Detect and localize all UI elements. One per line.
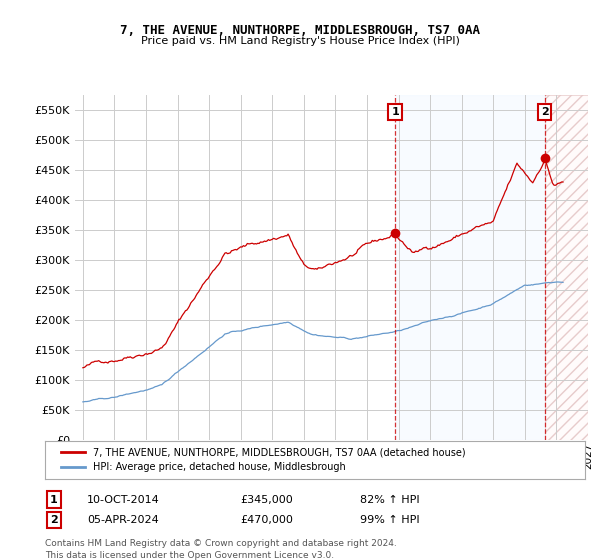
Text: 7, THE AVENUE, NUNTHORPE, MIDDLESBROUGH, TS7 0AA: 7, THE AVENUE, NUNTHORPE, MIDDLESBROUGH,…	[120, 24, 480, 36]
Text: 99% ↑ HPI: 99% ↑ HPI	[360, 515, 419, 525]
Text: £470,000: £470,000	[240, 515, 293, 525]
Bar	[545, 95, 588, 440]
Text: 2: 2	[50, 515, 58, 525]
Text: 10-OCT-2014: 10-OCT-2014	[87, 494, 160, 505]
Text: 1: 1	[50, 494, 58, 505]
Text: 05-APR-2024: 05-APR-2024	[87, 515, 159, 525]
Text: £345,000: £345,000	[240, 494, 293, 505]
Text: 1: 1	[391, 107, 399, 117]
Text: Contains HM Land Registry data © Crown copyright and database right 2024.
This d: Contains HM Land Registry data © Crown c…	[45, 539, 397, 559]
Legend: 7, THE AVENUE, NUNTHORPE, MIDDLESBROUGH, TS7 0AA (detached house), HPI: Average : 7, THE AVENUE, NUNTHORPE, MIDDLESBROUGH,…	[55, 442, 472, 478]
Text: Price paid vs. HM Land Registry's House Price Index (HPI): Price paid vs. HM Land Registry's House …	[140, 36, 460, 46]
Text: 82% ↑ HPI: 82% ↑ HPI	[360, 494, 419, 505]
Bar	[545, 95, 588, 440]
Text: 2: 2	[541, 107, 548, 117]
Bar	[395, 95, 545, 440]
